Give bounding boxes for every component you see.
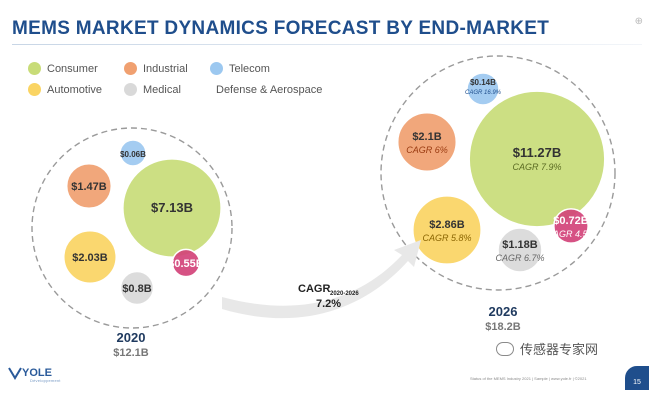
legend-swatch <box>124 83 137 96</box>
value-label-industrial-2020: $1.47B <box>71 181 107 193</box>
arrow-value: 7.2% <box>316 298 341 310</box>
container-circle-2020 <box>31 127 233 329</box>
bubble-defense-aerospace-2026 <box>553 208 589 244</box>
bubble-consumer-2020 <box>122 158 222 258</box>
legend: Consumer Industrial Telecom Automotive M… <box>28 62 323 96</box>
value-label-telecom-2026: $0.14B <box>470 78 496 87</box>
bubble-consumer-2026 <box>468 90 606 228</box>
legend-label: Defense & Aerospace <box>216 83 323 96</box>
bubble-telecom-2020 <box>119 139 147 167</box>
year-label-2020: 2020 <box>116 330 146 345</box>
page-number: 15 <box>625 366 649 390</box>
cagr-label-medical-2026: CAGR 6.7% <box>495 253 544 263</box>
value-label-medical-2026: $1.18B <box>502 239 538 251</box>
value-label-defense-aerospace-2020: $0.55B <box>168 258 204 270</box>
value-label-medical-2020: $0.8B <box>122 283 151 295</box>
legend-swatch <box>28 83 41 96</box>
watermark-text: 传感器专家网 <box>520 342 599 357</box>
total-label-2026: $18.2B <box>485 321 521 333</box>
yole-logo-icon <box>8 367 22 380</box>
logo-subtext: Développement <box>30 378 61 383</box>
legend-swatch <box>210 62 223 75</box>
source-note: Status of the MEMS Industry 2021 | Sampl… <box>470 376 587 381</box>
bubble-automotive-2020 <box>63 230 117 284</box>
arrow-label: CAGR <box>298 283 330 295</box>
legend-label: Automotive <box>47 83 103 96</box>
legend-item-industrial: Industrial <box>124 62 210 75</box>
arrow-label-subscript: 2020-2026 <box>330 291 359 297</box>
bubble-industrial-2026 <box>396 111 458 173</box>
legend-item-consumer: Consumer <box>28 62 124 75</box>
year-label-2026: 2026 <box>488 304 518 319</box>
value-label-telecom-2020: $0.06B <box>120 150 146 159</box>
legend-swatch <box>124 62 137 75</box>
legend-item-medical: Medical <box>124 83 210 96</box>
wechat-icon <box>496 341 514 356</box>
legend-label: Telecom <box>229 62 270 75</box>
bubble-automotive-2026 <box>412 195 482 265</box>
container-circle-2026 <box>380 55 616 291</box>
cagr-label-automotive-2026: CAGR 5.8% <box>422 233 471 243</box>
bubble-medical-2020 <box>119 270 155 306</box>
logo-text: YOLE <box>22 367 52 379</box>
logo: YOLE Développement <box>8 366 60 383</box>
cagr-label-consumer-2026: CAGR 7.9% <box>512 162 561 172</box>
legend-item-defense-aerospace: Defense & Aerospace <box>210 83 323 96</box>
total-label-2020: $12.1B <box>113 347 149 359</box>
page-title: MEMS MARKET DYNAMICS FORECAST BY END-MAR… <box>12 18 550 39</box>
bubble-industrial-2020 <box>65 162 113 210</box>
bubble-medical-2026 <box>497 227 543 273</box>
title-divider <box>12 44 642 45</box>
cagr-label-industrial-2026: CAGR 6% <box>406 145 448 155</box>
legend-item-telecom: Telecom <box>210 62 320 75</box>
value-label-automotive-2026: $2.86B <box>429 219 465 231</box>
value-label-consumer-2020: $7.13B <box>151 200 193 215</box>
bubble-defense-aerospace-2020 <box>171 248 201 278</box>
legend-label: Consumer <box>47 62 98 75</box>
legend-label: Industrial <box>143 62 188 75</box>
bubble-telecom-2026 <box>466 72 500 106</box>
value-label-consumer-2026: $11.27B <box>513 145 561 160</box>
cagr-label-telecom-2026: CAGR 16.9% <box>465 90 502 96</box>
corner-mark-icon: ⊕ <box>634 16 643 27</box>
watermark: 传感器专家网 <box>496 339 598 358</box>
legend-swatch <box>28 62 41 75</box>
growth-arrow <box>222 240 421 319</box>
value-label-automotive-2020: $2.03B <box>72 252 108 264</box>
legend-label: Medical <box>143 83 181 96</box>
cagr-label-defense-aerospace-2026: CAGR 4.5% <box>546 229 595 239</box>
value-label-defense-aerospace-2026: $0.72B <box>553 215 589 227</box>
legend-item-automotive: Automotive <box>28 83 124 96</box>
value-label-industrial-2026: $2.1B <box>412 131 441 143</box>
